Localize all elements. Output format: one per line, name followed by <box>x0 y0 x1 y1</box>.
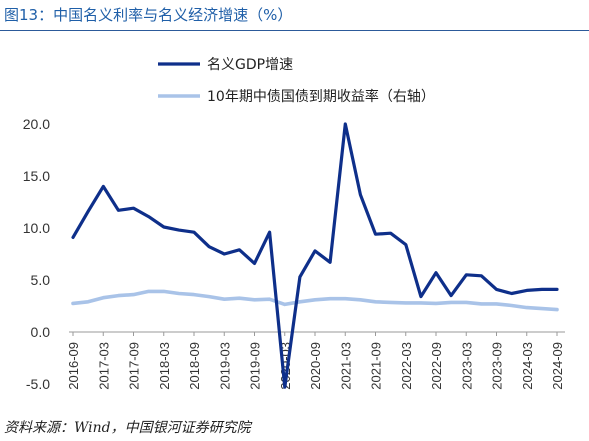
x-tick-label: 2018-03 <box>157 342 172 390</box>
x-tick-label: 2017-09 <box>127 342 142 390</box>
y-tick-label: -5.0 <box>26 376 50 392</box>
x-tick-label: 2023-09 <box>490 342 505 390</box>
series-line-10y-yield <box>71 289 559 312</box>
x-tick-label: 2019-03 <box>217 342 232 390</box>
title-divider <box>0 30 589 31</box>
x-tick-label: 2016-09 <box>66 342 81 390</box>
y-tick-label: 15.0 <box>23 168 50 184</box>
source-note: 资料来源：Wind，中国银河证券研究院 <box>4 420 251 436</box>
legend: 名义GDP增速 10年期中债国债到期收益率（右轴） <box>158 57 435 105</box>
chart-title: 图13：中国名义利率与名义经济增速（%） <box>4 6 293 24</box>
y-tick-label: 10.0 <box>23 220 50 236</box>
y-axis: 20.0 15.0 10.0 5.0 0.0 -5.0 <box>23 116 50 392</box>
y-tick-label: 5.0 <box>31 272 51 288</box>
legend-label: 10年期中债国债到期收益率（右轴） <box>207 88 435 105</box>
y-tick-label: 20.0 <box>23 116 50 132</box>
x-tick-label: 2020-09 <box>308 342 323 390</box>
x-tick-label: 2018-09 <box>187 342 202 390</box>
y-tick-label: 0.0 <box>31 324 51 340</box>
series-line-nominal-gdp <box>71 122 559 389</box>
x-axis: 2016-09 2017-03 2017-09 2018-03 2018-09 2019-… <box>66 331 565 390</box>
x-tick-label: 2023-03 <box>459 342 474 390</box>
x-tick-label: 2021-03 <box>338 342 353 390</box>
x-tick-label: 2024-03 <box>520 342 535 390</box>
x-tick-label: 2017-03 <box>96 342 111 390</box>
legend-label: 名义GDP增速 <box>207 57 293 73</box>
x-tick-label: 2019-09 <box>248 342 263 390</box>
x-tick-label: 2022-09 <box>429 342 444 390</box>
x-tick-label: 2024-09 <box>550 342 565 390</box>
x-tick-label: 2022-03 <box>399 342 414 390</box>
series-group <box>71 122 559 389</box>
x-tick-label: 2021-09 <box>369 342 384 390</box>
